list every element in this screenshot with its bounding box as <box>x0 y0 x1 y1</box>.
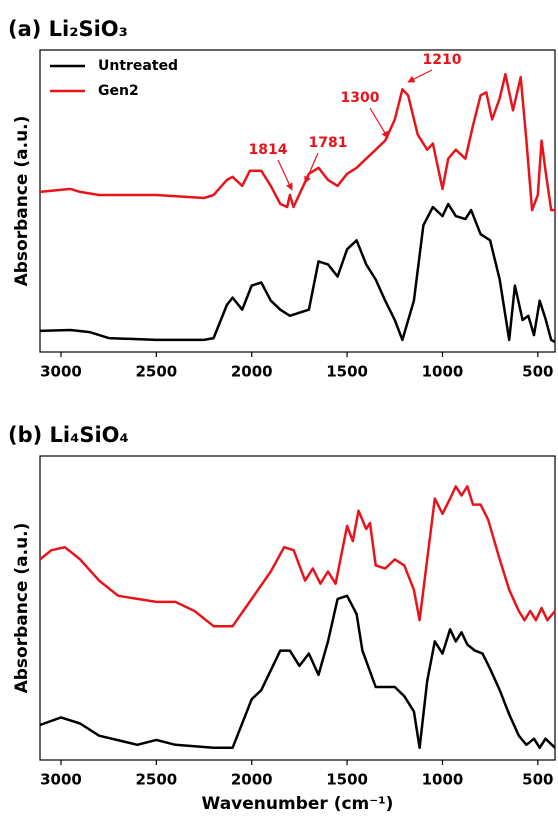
y-axis-label: Absorbance (a.u.) <box>12 523 32 694</box>
x-tick-label: 2000 <box>231 363 273 381</box>
annotation-arrow <box>407 69 433 83</box>
legend-label: Gen2 <box>98 83 139 99</box>
annotation-arrow <box>304 152 319 184</box>
x-tick-label: 1000 <box>422 771 464 789</box>
y-axis-label: Absorbance (a.u.) <box>12 116 32 287</box>
x-tick-label: 1500 <box>326 363 368 381</box>
plot-frame <box>39 49 556 353</box>
spectrum-line <box>39 594 556 750</box>
legend-label: Untreated <box>98 58 178 74</box>
spectrum-line <box>39 485 556 628</box>
panel-title: (b) Li₄SiO₄ <box>8 423 129 447</box>
spectrum-line <box>39 72 555 212</box>
peak-annotation: 1781 <box>309 135 348 151</box>
annotation-arrow <box>369 107 389 139</box>
spectrum-line <box>39 202 556 344</box>
x-tick-label: 1500 <box>326 771 368 789</box>
x-tick-label: 2500 <box>135 363 177 381</box>
peak-annotation: 1300 <box>341 90 380 106</box>
panel-title: (a) Li₂SiO₃ <box>8 17 128 41</box>
x-tick-label: 500 <box>522 363 553 381</box>
x-tick-label: 3000 <box>40 363 82 381</box>
peak-annotation: 1814 <box>249 142 288 158</box>
x-tick-label: 500 <box>522 771 553 789</box>
x-tick-label: 2500 <box>135 771 177 789</box>
plot-frame <box>39 455 556 761</box>
x-tick-label: 1000 <box>422 363 464 381</box>
x-tick-label: 3000 <box>40 771 82 789</box>
peak-annotation: 1210 <box>423 52 462 68</box>
x-tick-label: 2000 <box>231 771 273 789</box>
x-axis-label: Wavenumber (cm⁻¹) <box>202 794 394 814</box>
annotation-arrow <box>277 159 293 191</box>
